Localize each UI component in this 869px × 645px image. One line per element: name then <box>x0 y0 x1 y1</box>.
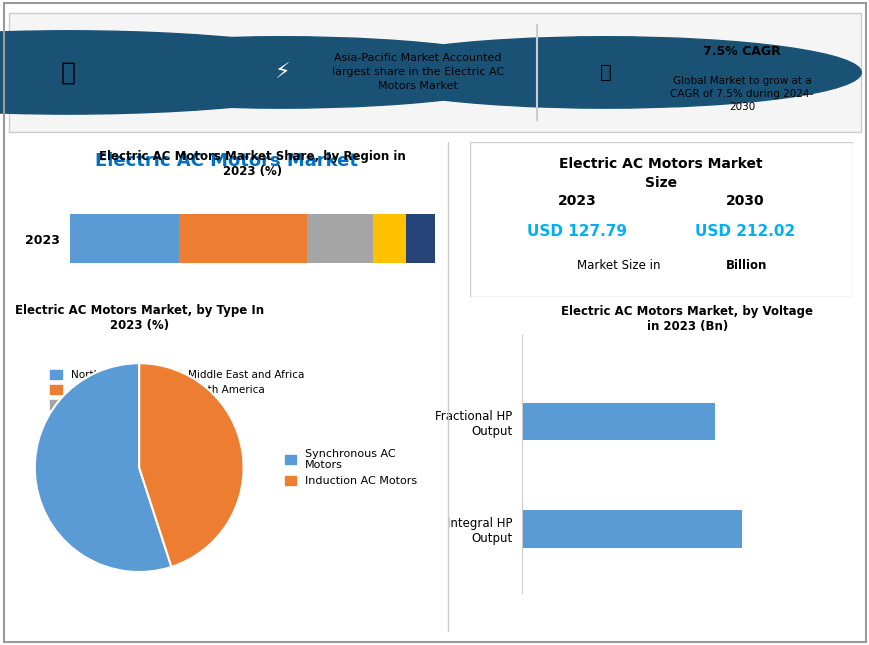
Legend: North America, Asia-Pacific, Europe, Middle East and Africa, South America: North America, Asia-Pacific, Europe, Mid… <box>45 366 308 415</box>
Title: Electric AC Motors Market, by Type In
2023 (%): Electric AC Motors Market, by Type In 20… <box>15 304 263 332</box>
Text: Billion: Billion <box>726 259 766 272</box>
Legend: Synchronous AC
Motors, Induction AC Motors: Synchronous AC Motors, Induction AC Moto… <box>280 444 421 491</box>
Circle shape <box>26 37 537 108</box>
Bar <box>521 510 741 548</box>
Wedge shape <box>35 363 171 572</box>
Text: 🔥: 🔥 <box>599 63 611 82</box>
Text: Global Market to grow at a
CAGR of 7.5% during 2024-
2030: Global Market to grow at a CAGR of 7.5% … <box>669 75 813 112</box>
Title: Electric AC Motors Market, by Voltage
in 2023 (Bn): Electric AC Motors Market, by Voltage in… <box>561 305 813 333</box>
Text: 🌐: 🌐 <box>61 61 76 84</box>
Text: 7.5% CAGR: 7.5% CAGR <box>702 45 779 57</box>
Circle shape <box>0 31 367 114</box>
Wedge shape <box>139 363 243 567</box>
Text: USD 127.79: USD 127.79 <box>527 224 627 239</box>
Circle shape <box>349 37 860 108</box>
Text: ⚡: ⚡ <box>274 63 289 83</box>
Bar <box>70 214 179 263</box>
Bar <box>307 214 373 263</box>
Bar <box>521 402 714 440</box>
Text: MMR: MMR <box>128 63 177 81</box>
FancyBboxPatch shape <box>9 13 860 132</box>
Bar <box>405 214 434 263</box>
Text: 2023: 2023 <box>557 194 595 208</box>
Text: Asia-Pacific Market Accounted
largest share in the Electric AC
Motors Market: Asia-Pacific Market Accounted largest sh… <box>331 54 503 92</box>
Text: Electric AC Motors Market
Size: Electric AC Motors Market Size <box>559 157 762 190</box>
Text: USD 212.02: USD 212.02 <box>694 224 794 239</box>
Text: 2030: 2030 <box>726 194 764 208</box>
Text: Electric AC Motors Market: Electric AC Motors Market <box>95 152 357 170</box>
Bar <box>373 214 405 263</box>
Title: Electric AC Motors Market Share, by Region in
2023 (%): Electric AC Motors Market Share, by Regi… <box>99 150 405 178</box>
Bar <box>179 214 307 263</box>
Text: Market Size in: Market Size in <box>576 259 663 272</box>
FancyBboxPatch shape <box>469 142 852 297</box>
